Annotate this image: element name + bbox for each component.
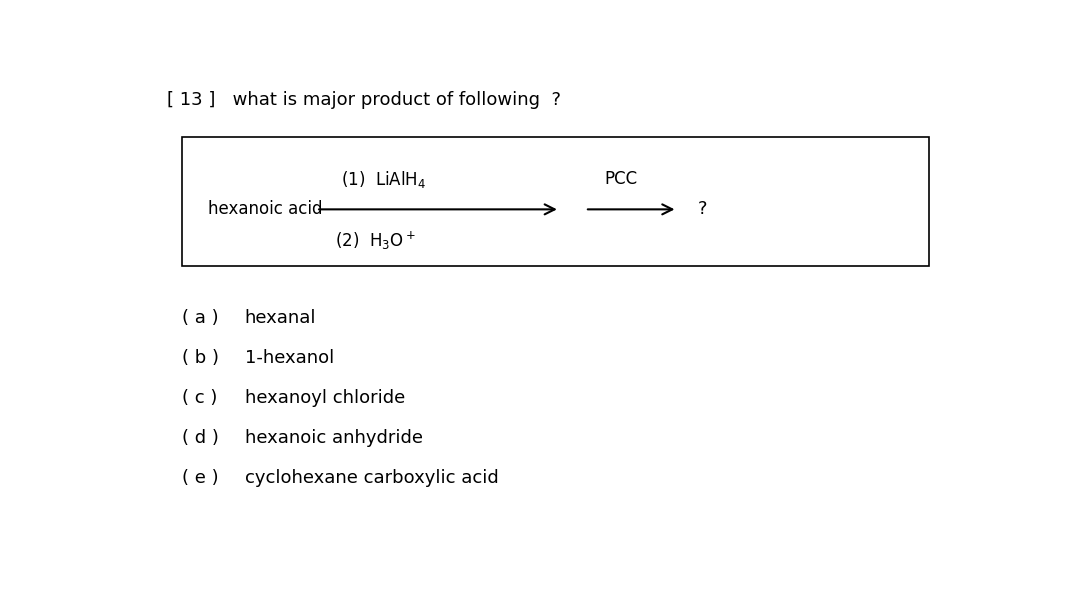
Text: hexanoic anhydride: hexanoic anhydride xyxy=(245,430,423,447)
Text: ?: ? xyxy=(698,201,708,218)
Text: 1-hexanol: 1-hexanol xyxy=(245,349,334,368)
Text: [ 13 ]   what is major product of following  ?: [ 13 ] what is major product of followin… xyxy=(167,91,562,109)
Text: ( b ): ( b ) xyxy=(182,349,219,368)
Text: ( d ): ( d ) xyxy=(182,430,219,447)
Text: ( c ): ( c ) xyxy=(182,389,217,407)
Text: (1)  LiAlH$_4$: (1) LiAlH$_4$ xyxy=(340,169,426,191)
Text: ( e ): ( e ) xyxy=(182,469,218,487)
Text: hexanoyl chloride: hexanoyl chloride xyxy=(245,389,405,407)
Text: hexanal: hexanal xyxy=(245,309,317,327)
Text: hexanoic acid: hexanoic acid xyxy=(208,201,323,218)
Text: PCC: PCC xyxy=(605,170,637,188)
Text: cyclohexane carboxylic acid: cyclohexane carboxylic acid xyxy=(245,469,499,487)
Text: (2)  H$_3$O$^+$: (2) H$_3$O$^+$ xyxy=(335,230,415,253)
FancyBboxPatch shape xyxy=(182,137,929,266)
Text: ( a ): ( a ) xyxy=(182,309,218,327)
